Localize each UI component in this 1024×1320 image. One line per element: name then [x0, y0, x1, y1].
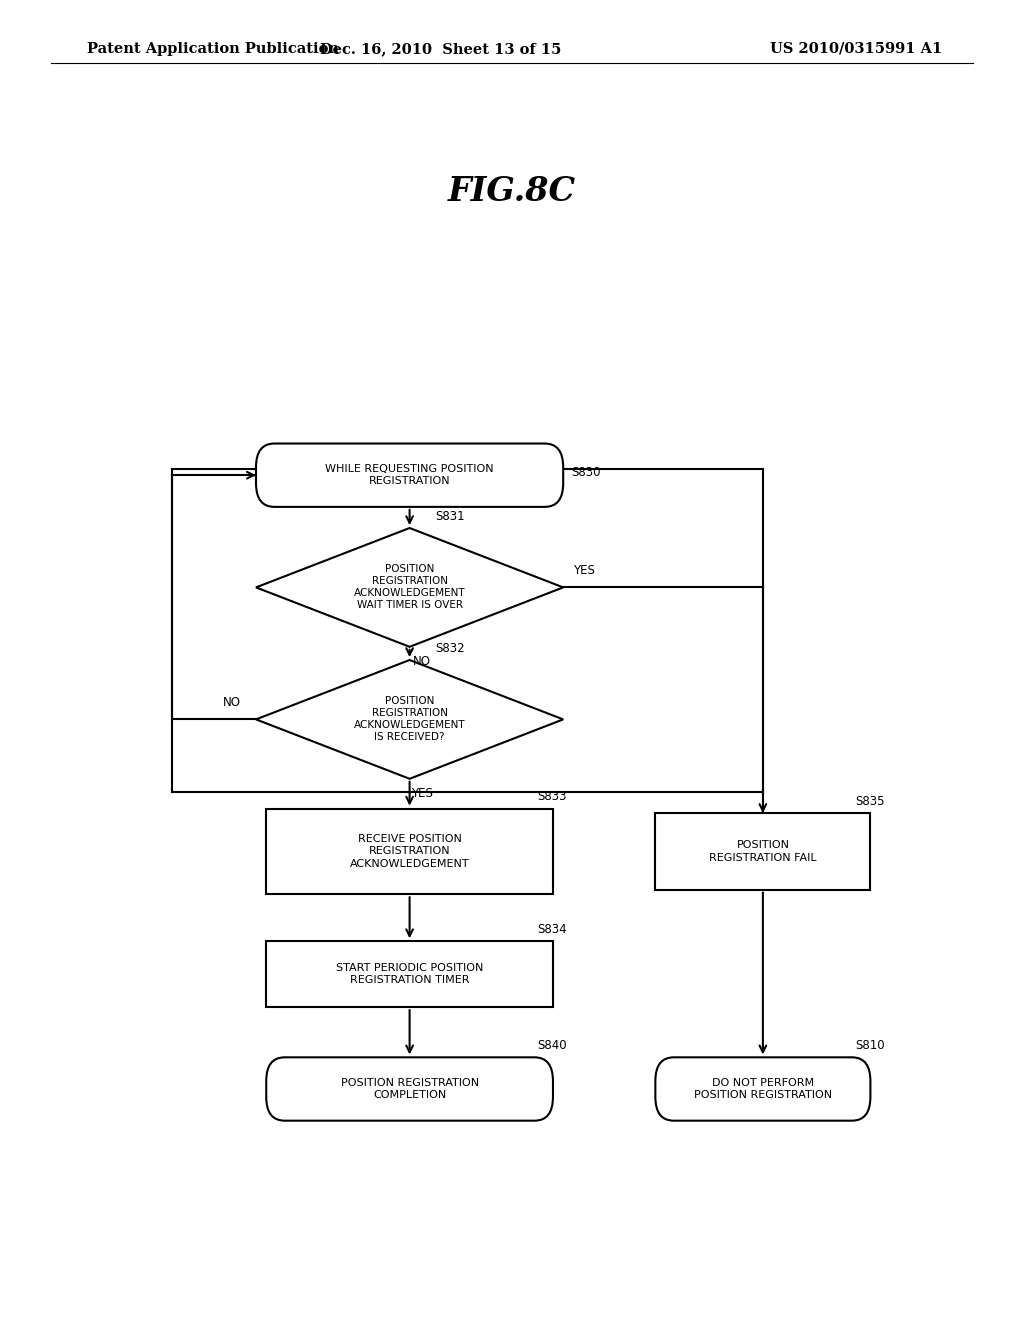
FancyBboxPatch shape [256, 444, 563, 507]
Text: S840: S840 [538, 1039, 567, 1052]
Text: YES: YES [573, 564, 595, 577]
Text: POSITION
REGISTRATION
ACKNOWLEDGEMENT
WAIT TIMER IS OVER: POSITION REGISTRATION ACKNOWLEDGEMENT WA… [353, 565, 466, 610]
Text: WHILE REQUESTING POSITION
REGISTRATION: WHILE REQUESTING POSITION REGISTRATION [326, 465, 494, 486]
Text: US 2010/0315991 A1: US 2010/0315991 A1 [770, 42, 942, 55]
Text: NO: NO [222, 696, 241, 709]
Bar [655, 813, 870, 890]
Polygon shape [256, 660, 563, 779]
Text: S830: S830 [571, 466, 601, 479]
Text: S831: S831 [435, 510, 465, 523]
Text: Patent Application Publication: Patent Application Publication [87, 42, 339, 55]
Text: Dec. 16, 2010  Sheet 13 of 15: Dec. 16, 2010 Sheet 13 of 15 [319, 42, 561, 55]
Text: POSITION
REGISTRATION FAIL: POSITION REGISTRATION FAIL [709, 841, 817, 862]
Text: YES: YES [411, 787, 433, 800]
Text: S832: S832 [435, 642, 465, 655]
FancyBboxPatch shape [266, 1057, 553, 1121]
Text: S810: S810 [855, 1039, 885, 1052]
Text: FIG.8C: FIG.8C [447, 176, 577, 209]
Text: POSITION REGISTRATION
COMPLETION: POSITION REGISTRATION COMPLETION [341, 1078, 478, 1100]
Text: DO NOT PERFORM
POSITION REGISTRATION: DO NOT PERFORM POSITION REGISTRATION [694, 1078, 831, 1100]
Bar [266, 941, 553, 1007]
Text: START PERIODIC POSITION
REGISTRATION TIMER: START PERIODIC POSITION REGISTRATION TIM… [336, 964, 483, 985]
Bar [266, 808, 553, 895]
Polygon shape [256, 528, 563, 647]
Text: NO: NO [413, 655, 431, 668]
FancyBboxPatch shape [655, 1057, 870, 1121]
Text: POSITION
REGISTRATION
ACKNOWLEDGEMENT
IS RECEIVED?: POSITION REGISTRATION ACKNOWLEDGEMENT IS… [353, 697, 466, 742]
Text: RECEIVE POSITION
REGISTRATION
ACKNOWLEDGEMENT: RECEIVE POSITION REGISTRATION ACKNOWLEDG… [350, 834, 469, 869]
Text: S835: S835 [855, 795, 885, 808]
Text: S834: S834 [538, 923, 567, 936]
Text: S833: S833 [538, 791, 567, 803]
